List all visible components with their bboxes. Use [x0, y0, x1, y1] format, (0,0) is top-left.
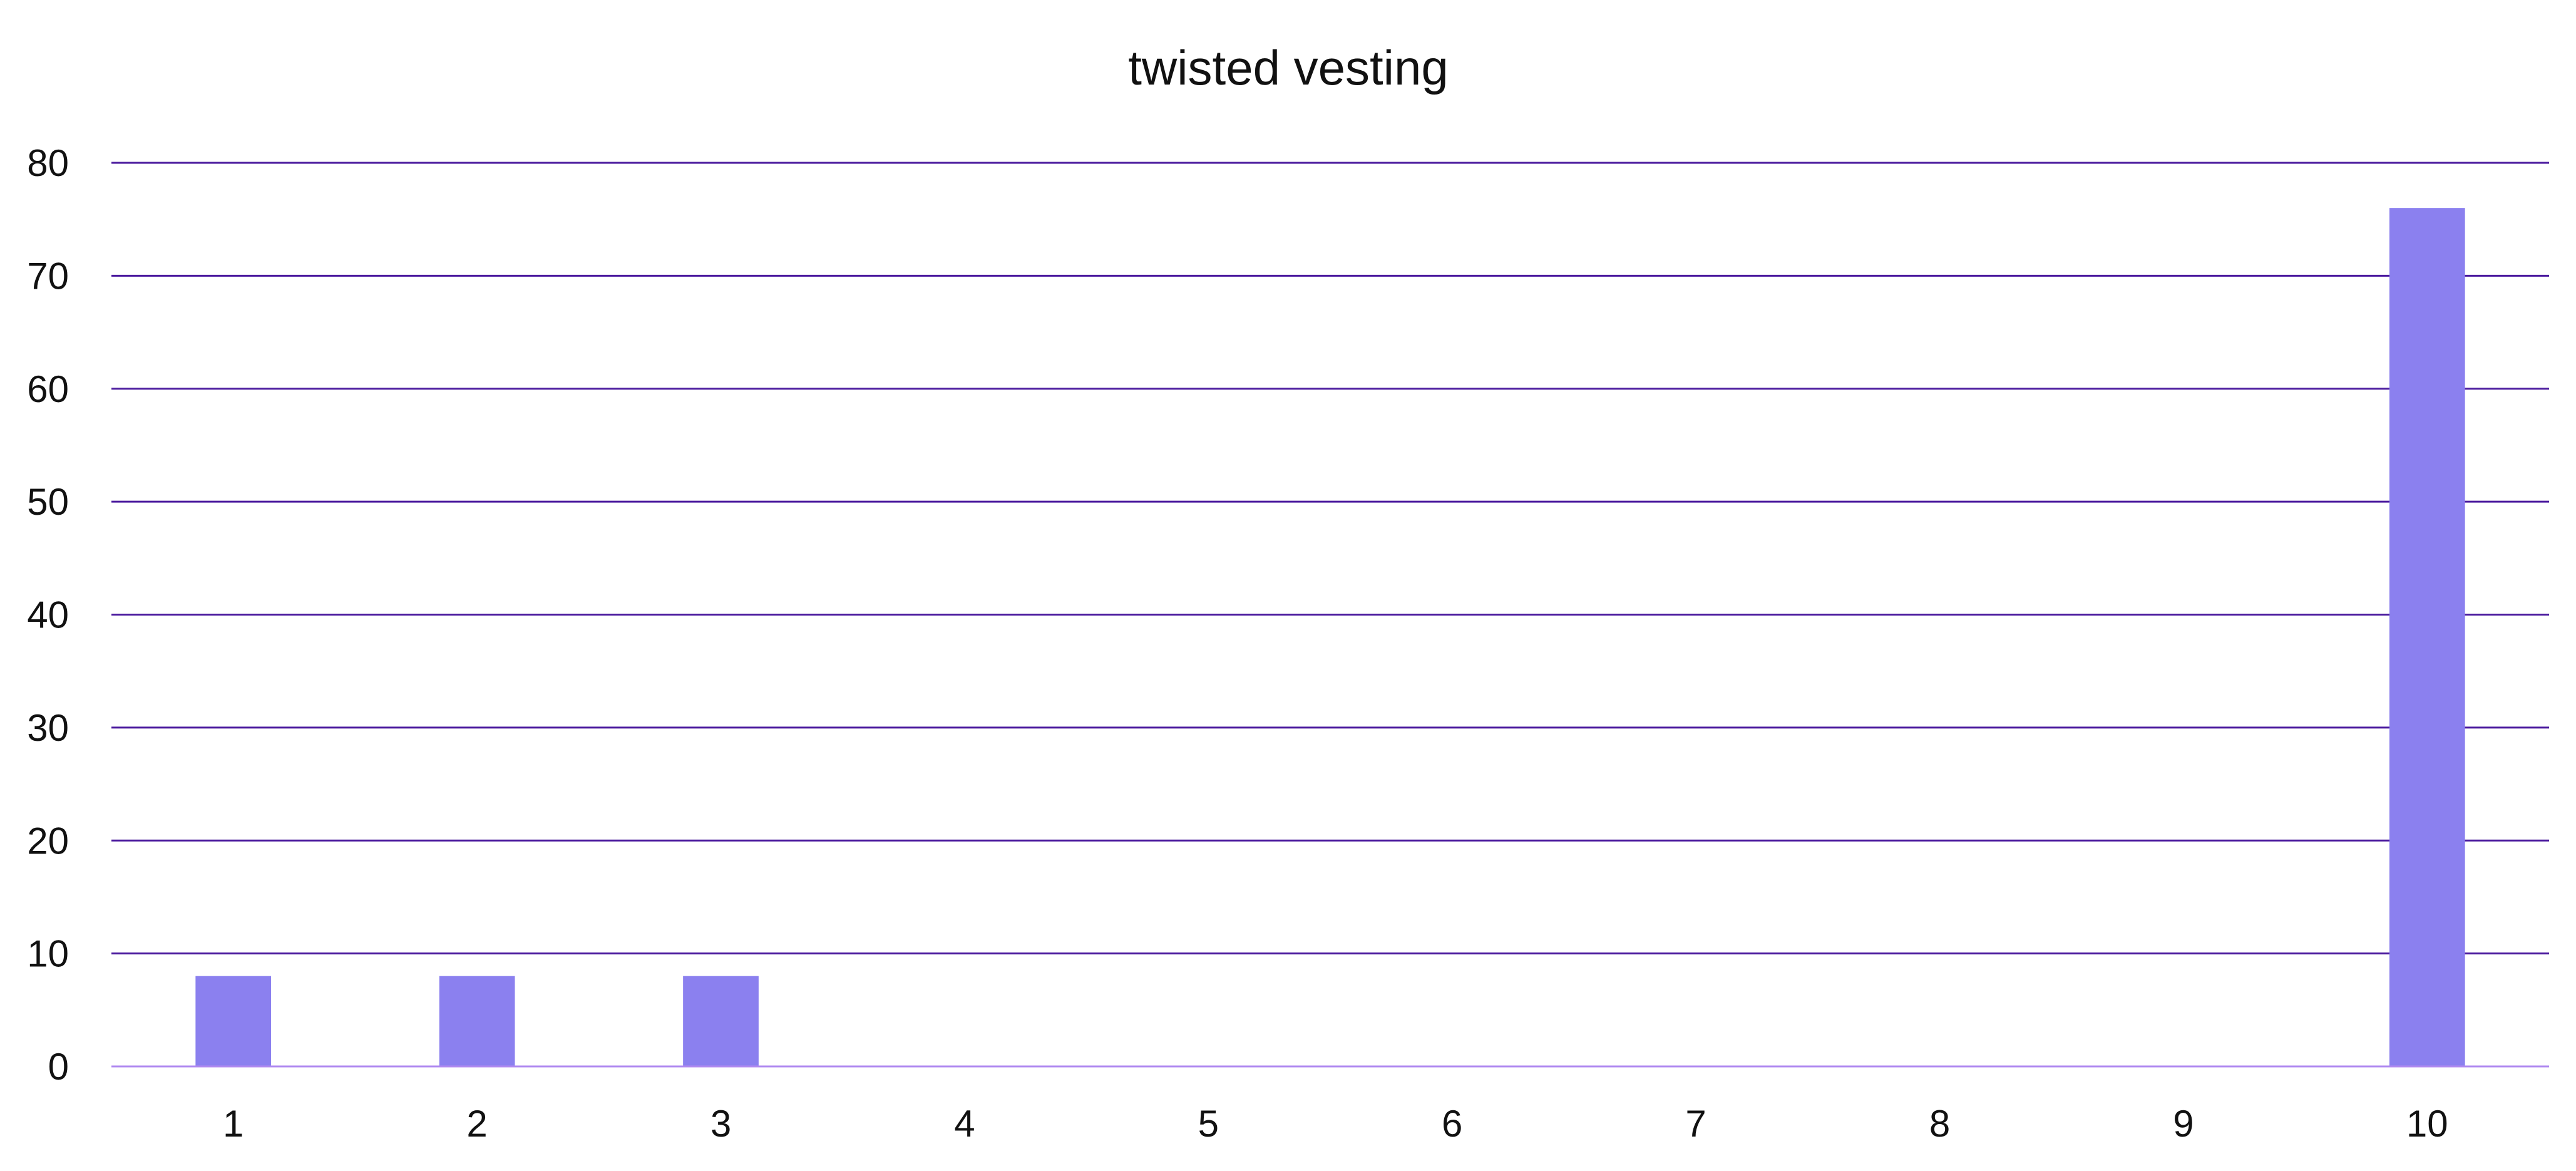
y-tick-label: 30	[27, 707, 69, 749]
x-tick-label: 1	[223, 1103, 244, 1145]
x-tick-label: 2	[466, 1103, 487, 1145]
x-tick-label: 7	[1685, 1103, 1706, 1145]
y-tick-label: 70	[27, 255, 69, 297]
x-tick-label: 9	[2173, 1103, 2194, 1145]
y-tick-label: 50	[27, 481, 69, 523]
x-tick-label: 8	[1929, 1103, 1950, 1145]
bars	[195, 208, 2465, 1066]
y-axis-ticks: 0 10 20 30 40 50 60 70 80	[27, 142, 69, 1088]
y-tick-label: 40	[27, 594, 69, 636]
x-tick-label: 6	[1442, 1103, 1462, 1145]
x-tick-label: 4	[954, 1103, 975, 1145]
bar	[439, 976, 515, 1066]
x-axis-ticks: 1 2 3 4 5 6 7 8 9 10	[223, 1103, 2448, 1145]
y-tick-label: 80	[27, 142, 69, 184]
bar	[2389, 208, 2465, 1066]
y-tick-label: 20	[27, 820, 69, 862]
bar	[683, 976, 759, 1066]
x-tick-label: 5	[1198, 1103, 1219, 1145]
y-tick-label: 10	[27, 933, 69, 975]
x-tick-label: 3	[711, 1103, 731, 1145]
x-tick-label: 10	[2406, 1103, 2448, 1145]
gridlines	[111, 163, 2549, 954]
y-tick-label: 60	[27, 368, 69, 410]
chart-title: twisted vesting	[1128, 40, 1449, 95]
y-tick-label: 0	[48, 1046, 69, 1088]
bar	[195, 976, 271, 1066]
